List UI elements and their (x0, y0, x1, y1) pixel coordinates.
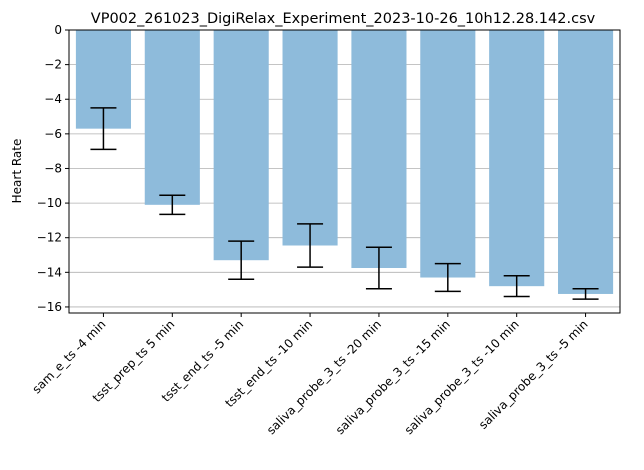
bar (282, 30, 338, 246)
y-tick-label: −4 (44, 92, 62, 106)
bar (420, 30, 476, 278)
y-tick-label: 0 (54, 23, 62, 37)
y-axis-ticks: 0 −2 −4 −6 −8 −10 −12 −14 −16 (37, 23, 69, 314)
bar (213, 30, 269, 261)
x-tick-label: saliva_probe_3_ts -20 min (264, 317, 384, 437)
bar (489, 30, 545, 287)
plot-frame (68, 29, 621, 314)
bars (75, 30, 614, 294)
y-tick-label: −2 (44, 58, 62, 72)
bar (351, 30, 407, 268)
y-tick-label: −14 (37, 265, 62, 279)
y-tick-label: −8 (44, 161, 62, 175)
chart-title: VP002_261023_DigiRelax_Experiment_2023-1… (91, 11, 596, 27)
x-tick-label: sam_e_ts -4 min (29, 317, 108, 396)
y-tick-label: −10 (37, 196, 62, 210)
y-tick-label: −12 (37, 231, 62, 245)
error-bars (90, 107, 599, 300)
y-tick-label: −6 (44, 127, 62, 141)
x-tick-label: saliva_probe_3_ts -15 min (333, 317, 453, 437)
x-tick-label: saliva_probe_3_ts -10 min (402, 317, 522, 437)
x-tick-label: saliva_probe_3_ts -5 min (476, 317, 591, 432)
y-tick-label: −16 (37, 300, 62, 314)
y-axis-label: Heart Rate (10, 139, 24, 204)
bar (144, 30, 200, 205)
bar (558, 30, 614, 294)
